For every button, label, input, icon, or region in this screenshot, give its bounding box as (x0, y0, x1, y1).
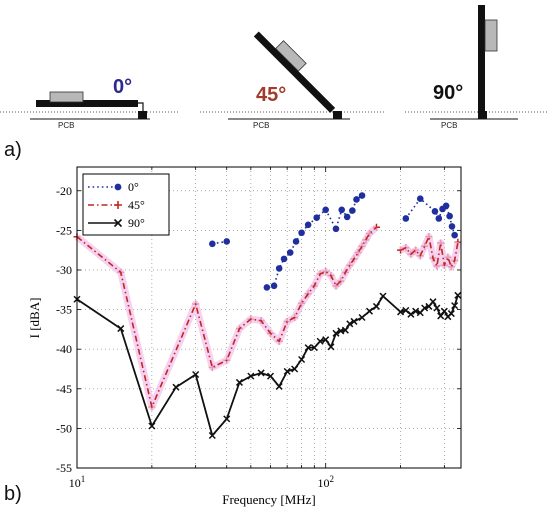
pcb-label-90: PCB (441, 121, 457, 130)
series-0-point (446, 212, 453, 220)
panel-b-chart: -20 -25 -30 -35 -40 -45 -50 -55 101 102 Frequenc… (4, 166, 462, 507)
legend-marker-0deg (114, 183, 122, 191)
x-tick-exponent: 2 (329, 474, 334, 484)
angle-label-45: 45° (256, 84, 286, 106)
y-tick-label: -50 (56, 421, 72, 435)
series-0-line (266, 194, 363, 289)
diagram-90deg: PCB 90° (430, 5, 518, 130)
diagram-45deg: PCB 45° (228, 31, 350, 130)
series-1-halo (74, 224, 379, 411)
panel-a-diagrams: PCB 0° PCB 45° PCB 90° a) (0, 5, 548, 161)
y-tick-label: -35 (56, 303, 72, 317)
x-tick-exponent: 1 (81, 474, 86, 484)
connector-90 (478, 111, 487, 119)
antenna-chip-0 (49, 91, 84, 103)
legend-box (82, 173, 170, 236)
antenna-chip-90 (484, 19, 498, 52)
y-ticks: -20 -25 -30 -35 -40 -45 -50 -55 (56, 184, 461, 475)
legend-marker-90deg (113, 218, 123, 228)
pcb-label-0: PCB (58, 121, 74, 130)
antenna-board-45 (253, 31, 336, 113)
series-0-point (263, 284, 271, 291)
series-0-point (304, 221, 312, 229)
feed-wire-0 (138, 102, 144, 111)
y-tick-label: -55 (56, 461, 72, 475)
diagram-0deg: PCB 0° (30, 76, 150, 130)
panel-b-label: b) (4, 483, 22, 505)
connector-0 (138, 111, 147, 119)
series-0-point (280, 255, 288, 263)
legend-label-0deg: 0° (128, 180, 139, 194)
series-1-line (400, 235, 459, 268)
legend: 0° 45° 90° (82, 173, 170, 236)
y-tick-label: -45 (56, 382, 72, 396)
x-ticks: 101 102 (69, 167, 445, 490)
pcb-label-45: PCB (253, 121, 269, 130)
antenna-board-0 (36, 100, 138, 107)
y-tick-label: -20 (56, 184, 72, 198)
panel-a-label: a) (4, 139, 22, 161)
y-tick-label: -40 (56, 342, 72, 356)
y-tick-label: -25 (56, 223, 72, 237)
grid (77, 167, 461, 468)
angle-label-90: 90° (433, 82, 463, 104)
plot-frame (76, 166, 462, 469)
angle-label-0: 0° (113, 76, 132, 98)
legend-marker-45deg (114, 201, 122, 209)
legend-label-45deg: 45° (128, 198, 145, 212)
antenna-board-90 (478, 5, 485, 111)
legend-label-90deg: 90° (128, 216, 145, 230)
antenna-chip-45 (275, 40, 307, 72)
x-axis-label: Frequency [MHz] (222, 492, 316, 507)
x-tick-label: 102 (317, 474, 334, 490)
x-tick-label: 101 (69, 474, 86, 490)
series-1-line (76, 226, 377, 408)
series-2-line (76, 295, 459, 437)
series-0-point (313, 214, 320, 221)
series-0-point (451, 231, 458, 239)
series-0-point (270, 282, 278, 290)
y-tick-label: -30 (56, 263, 72, 277)
connector-45 (333, 111, 342, 119)
series-0-point (343, 213, 351, 221)
y-axis-label: I [dBA] (27, 298, 42, 339)
series-0-point (431, 208, 439, 215)
